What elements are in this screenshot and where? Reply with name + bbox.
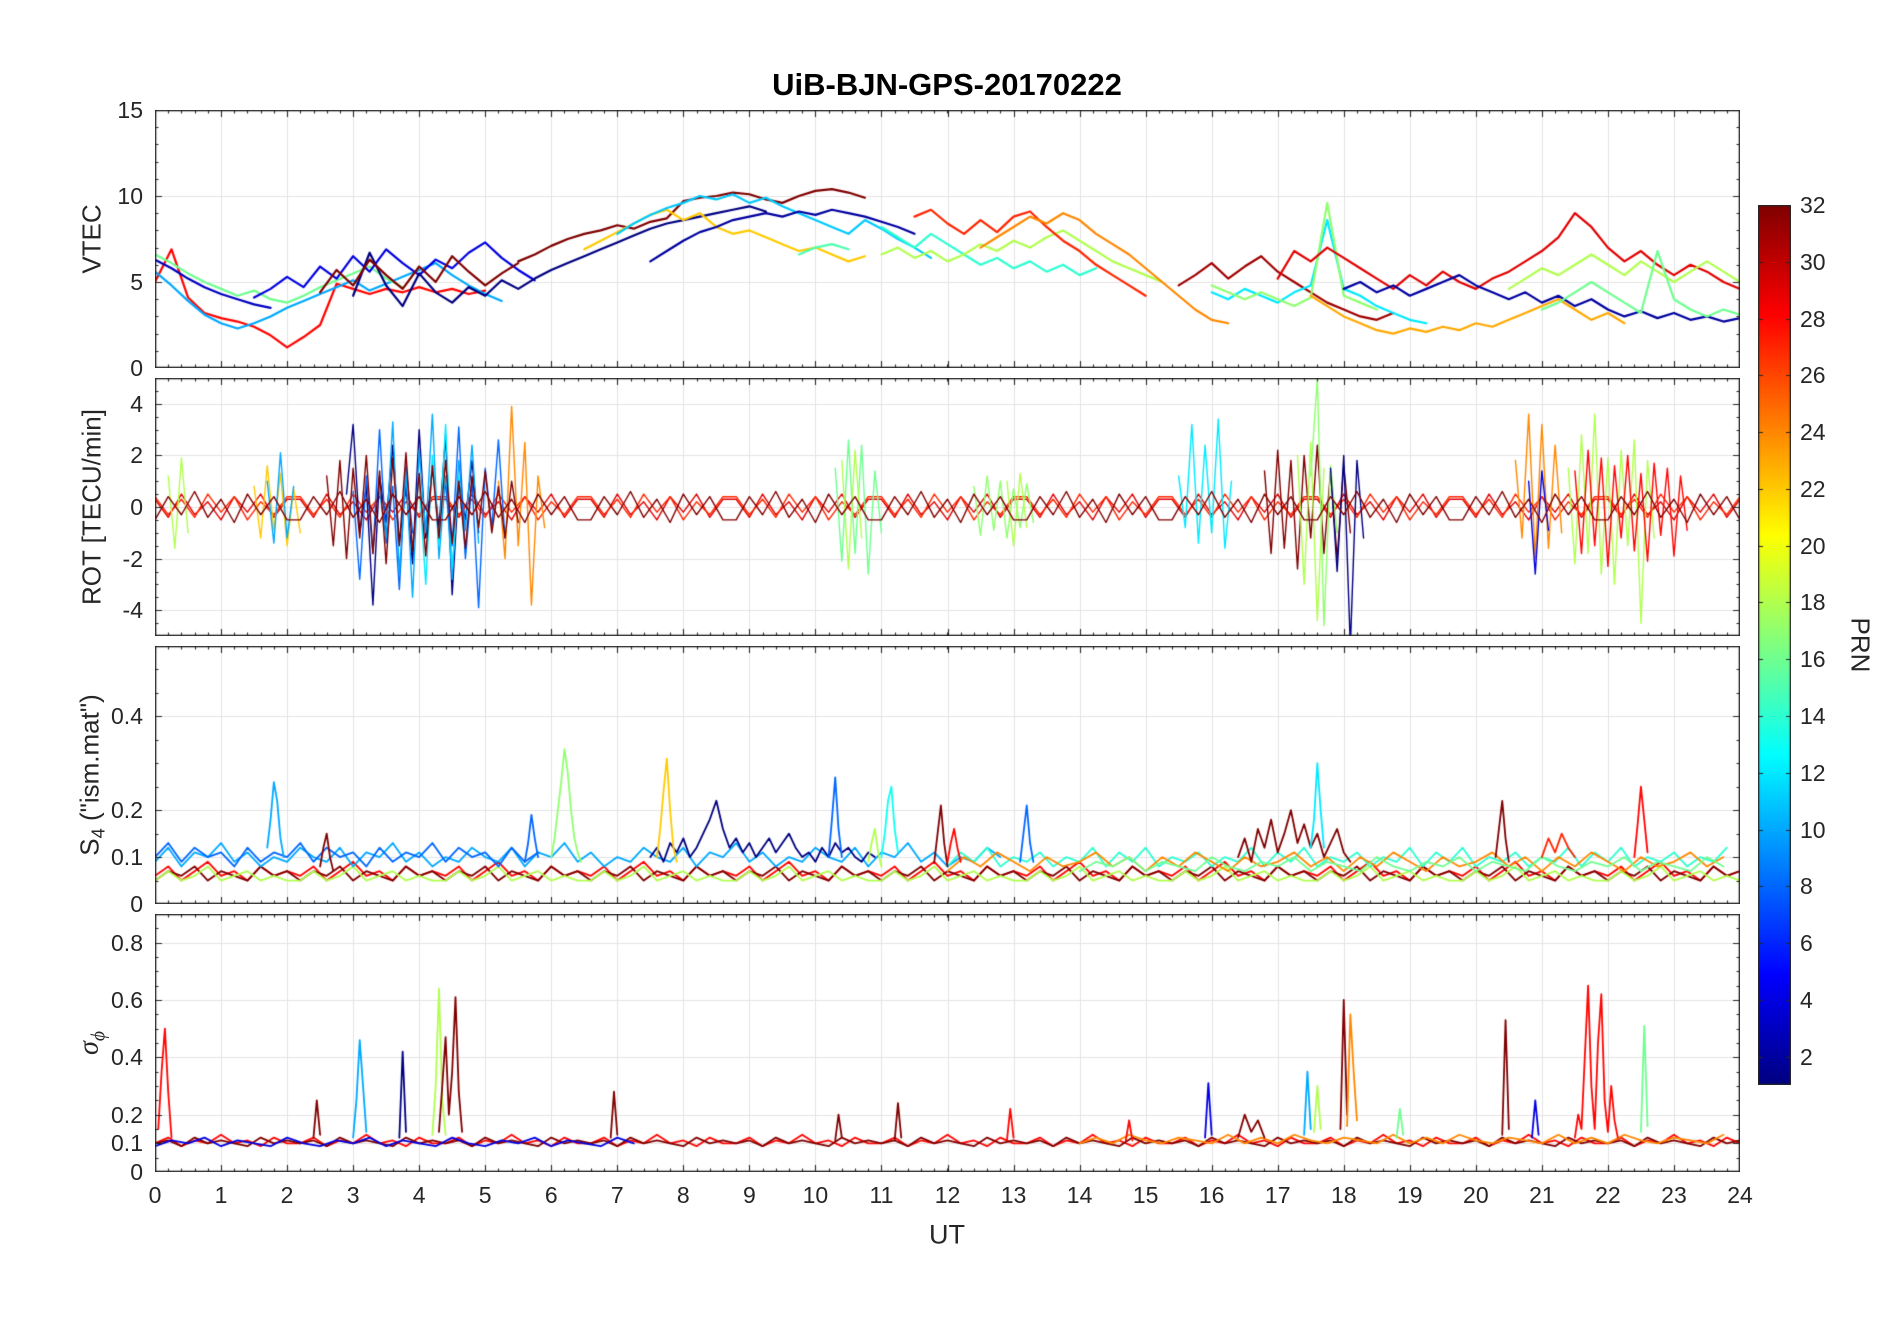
- x-tick-label: 13: [1000, 1182, 1027, 1208]
- x-tick-label: 24: [1727, 1182, 1753, 1208]
- x-tick-label: 15: [1132, 1182, 1159, 1208]
- y-tick-label: -2: [122, 545, 143, 572]
- ylabel-vtec: VTEC: [76, 204, 107, 274]
- x-tick-label: 2: [280, 1182, 294, 1208]
- y-tick-label: -4: [122, 597, 143, 624]
- x-tick-label: 17: [1264, 1182, 1291, 1208]
- prn-colorbar: [1758, 205, 1791, 1085]
- x-tick-label: 4: [412, 1182, 426, 1208]
- y-tick-label: 0: [130, 1159, 143, 1185]
- x-tick-label: 12: [934, 1182, 961, 1208]
- panel-s4: [155, 646, 1740, 904]
- x-tick-label: 16: [1198, 1182, 1225, 1208]
- panel-sigma-phi: [155, 914, 1740, 1172]
- y-tick-label: 4: [130, 390, 143, 417]
- x-tick-label: 20: [1463, 1182, 1489, 1208]
- y-tick-label: 0: [130, 891, 143, 917]
- x-tick-label: 6: [544, 1182, 558, 1208]
- colorbar-tick-label: 14: [1800, 702, 1826, 729]
- x-tick-label: 0: [148, 1182, 162, 1208]
- phi-subscript: ϕ: [88, 1031, 110, 1042]
- y-tick-label: 0.2: [111, 1101, 143, 1128]
- y-tick-label: 0.8: [111, 929, 143, 956]
- y-tick-label: 2: [130, 442, 143, 469]
- panel-rot: [155, 378, 1740, 636]
- colorbar-tick-label: 12: [1800, 759, 1826, 786]
- colorbar-tick-label: 28: [1800, 305, 1826, 332]
- x-tick-label: 3: [346, 1182, 360, 1208]
- y-tick-label: 0.1: [111, 844, 143, 871]
- xlabel-ut: UT: [929, 1219, 965, 1250]
- y-tick-label: 0: [130, 494, 143, 520]
- chart-title: UiB-BJN-GPS-20170222: [772, 67, 1122, 102]
- colorbar-tick-label: 22: [1800, 475, 1826, 502]
- x-tick-label: 8: [676, 1182, 690, 1208]
- x-tick-label: 23: [1661, 1182, 1687, 1208]
- x-tick-label: 22: [1595, 1182, 1621, 1208]
- x-tick-label: 9: [742, 1182, 756, 1208]
- panel-vtec: [155, 110, 1740, 368]
- colorbar-tick-label: 16: [1800, 646, 1826, 673]
- y-tick-label: 10: [117, 183, 143, 209]
- x-tick-label: 7: [610, 1182, 624, 1208]
- colorbar-tick-label: 20: [1800, 532, 1826, 559]
- colorbar-tick-label: 18: [1800, 589, 1826, 616]
- colorbar-tick-label: 2: [1800, 1043, 1813, 1070]
- y-tick-label: 0.1: [111, 1130, 143, 1157]
- s4-subscript: 4: [88, 828, 109, 839]
- y-tick-label: 0: [130, 355, 143, 381]
- x-tick-label: 21: [1529, 1182, 1555, 1208]
- x-tick-label: 11: [869, 1182, 894, 1208]
- x-tick-label: 14: [1066, 1182, 1093, 1208]
- colorbar-tick-label: 30: [1800, 248, 1826, 275]
- y-tick-label: 15: [117, 97, 143, 123]
- colorbar-tick-label: 8: [1800, 873, 1813, 900]
- x-tick-label: 5: [478, 1182, 492, 1208]
- colorbar-tick-label: 4: [1800, 986, 1813, 1013]
- colorbar-tick-label: 24: [1800, 419, 1826, 446]
- y-tick-label: 0.6: [111, 987, 143, 1013]
- colorbar-tick-label: 10: [1800, 816, 1826, 843]
- colorbar-tick-label: 6: [1800, 930, 1813, 957]
- x-tick-label: 18: [1330, 1182, 1357, 1208]
- y-tick-label: 0.4: [111, 703, 143, 730]
- colorbar-tick-label: 32: [1800, 192, 1826, 218]
- x-tick-label: 19: [1396, 1182, 1423, 1208]
- y-tick-label: 5: [130, 269, 143, 295]
- x-tick-label: 10: [802, 1182, 829, 1208]
- y-tick-label: 0.4: [111, 1044, 143, 1071]
- y-tick-label: 0.2: [111, 797, 143, 824]
- x-tick-label: 1: [214, 1182, 228, 1208]
- colorbar-tick-label: 26: [1800, 362, 1826, 389]
